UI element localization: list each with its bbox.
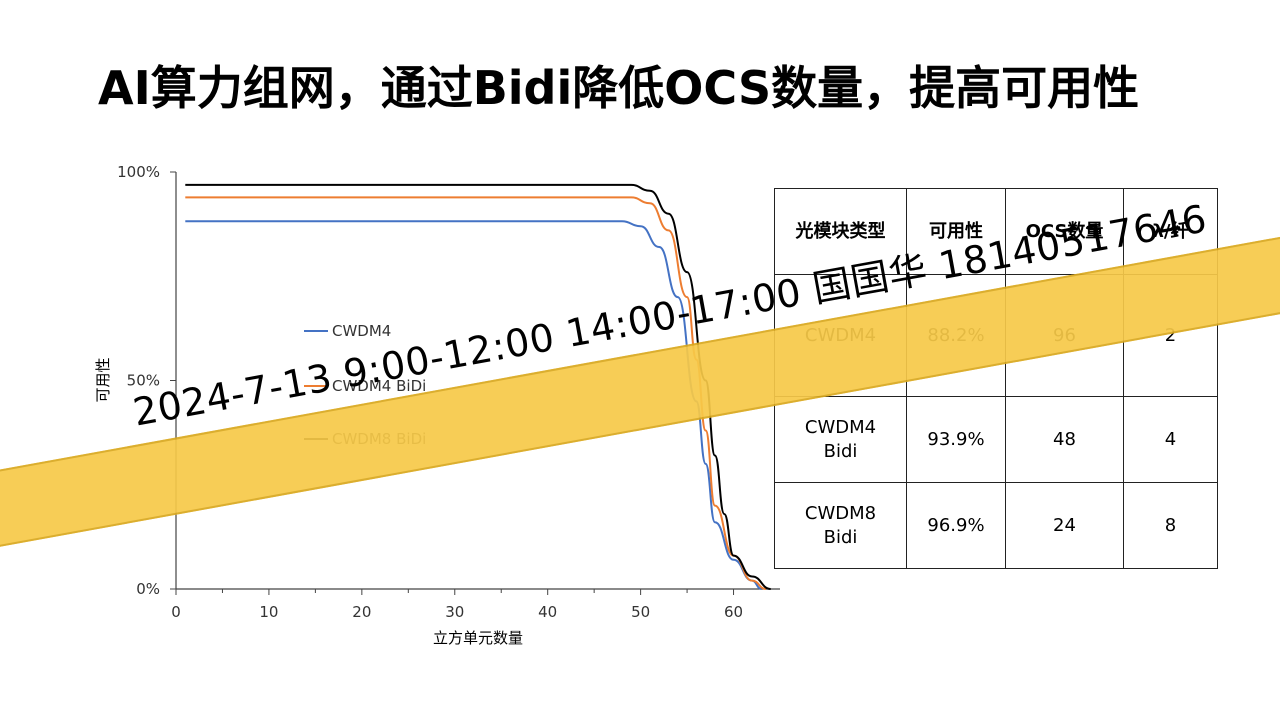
legend-label: CWDM4 bbox=[332, 322, 391, 340]
x-tick-label: 30 bbox=[445, 603, 464, 621]
header-availability: 可用性 bbox=[906, 188, 1006, 275]
cell-module-type: CWDM4 Bidi bbox=[774, 396, 907, 483]
table-header-row: 光模块类型 可用性 OCS数量 λ/纤 bbox=[774, 188, 1218, 275]
cell-availability: 96.9% bbox=[906, 482, 1006, 569]
cell-lambda: 4 bbox=[1123, 396, 1218, 483]
x-tick-label: 60 bbox=[724, 603, 743, 621]
cell-lambda: 8 bbox=[1123, 482, 1218, 569]
chart-lines bbox=[185, 183, 771, 590]
y-tick-label: 50% bbox=[127, 372, 160, 390]
slide-title: AI算力组网，通过Bidi降低OCS数量，提高可用性 bbox=[98, 61, 1140, 115]
x-tick-label: 20 bbox=[352, 603, 371, 621]
header-ocs-count: OCS数量 bbox=[1005, 188, 1124, 275]
y-tick-label: 100% bbox=[117, 163, 160, 181]
series-line-cwdm4 bbox=[185, 220, 762, 590]
series-line-cwdm8-bidi bbox=[185, 183, 771, 590]
table-row: CWDM4 Bidi 93.9% 48 4 bbox=[774, 396, 1218, 483]
x-tick-label: 10 bbox=[259, 603, 278, 621]
legend-label: CWDM4 BiDi bbox=[332, 377, 426, 395]
header-module-type: 光模块类型 bbox=[774, 188, 907, 275]
series-line-cwdm4-bidi bbox=[185, 196, 767, 590]
x-axis-label: 立方单元数量 bbox=[433, 629, 523, 647]
chart-axes: 0 10 20 30 40 50 60 0% 50% 100% bbox=[117, 163, 780, 621]
x-tick-label: 40 bbox=[538, 603, 557, 621]
cell-availability: 93.9% bbox=[906, 396, 1006, 483]
x-tick-label: 0 bbox=[171, 603, 181, 621]
cell-ocs-count: 24 bbox=[1005, 482, 1124, 569]
y-tick-label: 0% bbox=[136, 580, 160, 598]
table-row: CWDM8 Bidi 96.9% 24 8 bbox=[774, 482, 1218, 569]
cell-ocs-count: 48 bbox=[1005, 396, 1124, 483]
cell-module-type: CWDM8 Bidi bbox=[774, 482, 907, 569]
x-tick-label: 50 bbox=[631, 603, 650, 621]
y-axis-label: 可用性 bbox=[94, 357, 112, 402]
